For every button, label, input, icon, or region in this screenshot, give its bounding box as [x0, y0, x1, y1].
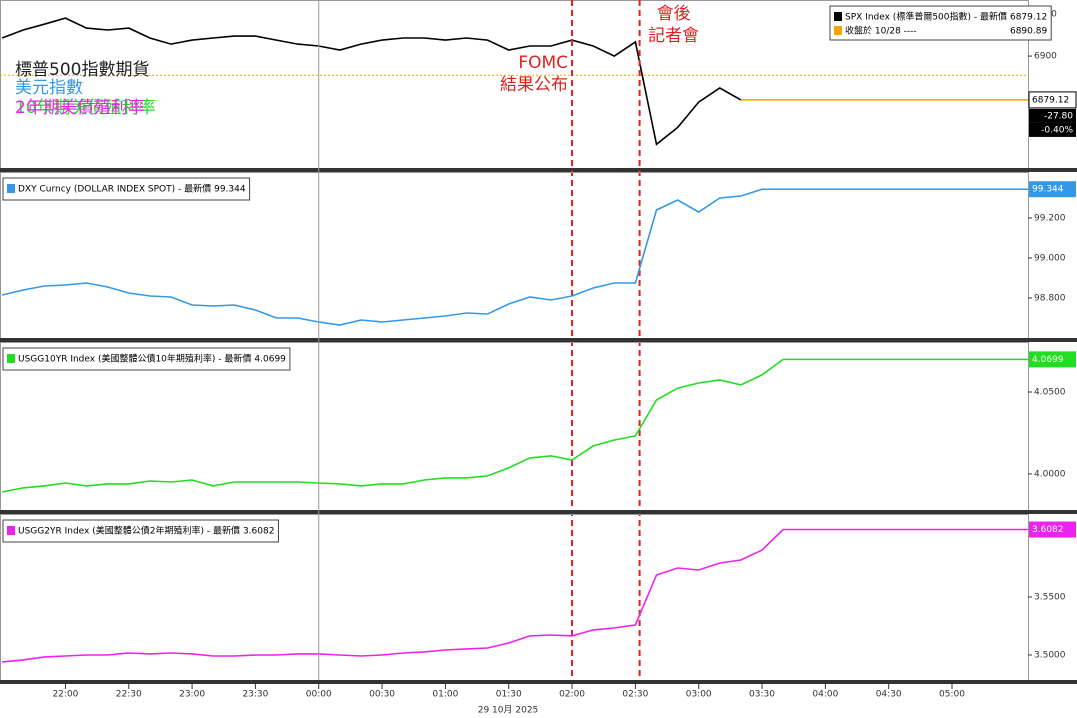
panel-separator [0, 680, 1077, 684]
x-tick-label: 23:00 [179, 690, 205, 700]
legend-name: DXY Curncy (DOLLAR INDEX SPOT) - 最新價 [18, 183, 211, 195]
y-tick-label: 4.0000 [1034, 469, 1066, 479]
value-tag: 3.6082 [1032, 525, 1064, 535]
annotation: 記者會 [648, 26, 699, 46]
legend: USGG2YR Index (美國整體公債2年期殖利率) - 最新價 3.6082 [2, 519, 279, 543]
x-tick-label: 03:30 [749, 690, 775, 700]
series-line [1, 17, 742, 146]
value-tag-box [1029, 351, 1076, 368]
y-tick-label: 3.5500 [1034, 593, 1066, 603]
value-tag-box [1029, 181, 1076, 198]
panel-label: 美元指數 [15, 78, 83, 98]
legend-box [2, 177, 251, 201]
panel-separator [0, 510, 1077, 514]
annotation: FOMC [518, 53, 568, 73]
value-tag-box [1029, 521, 1076, 538]
legend-name: USGG10YR Index (美國整體公債10年期殖利率) - 最新價 [18, 353, 251, 365]
legend-name: 收盤於 10/28 ---- [845, 25, 917, 37]
x-tick-label: 01:30 [496, 690, 522, 700]
x-tick-label: 22:00 [52, 690, 78, 700]
legend-swatch [7, 526, 15, 535]
value-tag: 6879.12 [1032, 95, 1069, 105]
series-line [1, 358, 784, 493]
x-tick-label: 04:30 [876, 690, 902, 700]
x-tick-label: 05:00 [939, 690, 965, 700]
annotation: 結果公布 [500, 75, 568, 95]
y-tick-label: 4.0500 [1034, 387, 1066, 397]
x-tick-label: 00:00 [306, 690, 332, 700]
x-tick-label: 03:00 [686, 690, 712, 700]
value-tag-box [1028, 91, 1077, 109]
x-tick-label: 01:00 [432, 690, 458, 700]
panel-label: 2年期美債殖利率 [15, 98, 145, 118]
annotation: 會後 [657, 4, 691, 24]
y-tick-label: 6900 [1034, 52, 1057, 62]
legend-name: USGG2YR Index (美國整體公債2年期殖利率) - 最新價 [18, 525, 240, 537]
legend-swatch [834, 12, 842, 21]
legend-value: 3.6082 [243, 527, 275, 537]
x-tick-label: 22:30 [116, 690, 142, 700]
legend-value: 99.344 [214, 185, 246, 195]
y-tick-label: 98.800 [1034, 294, 1066, 304]
legend-value: 4.0699 [254, 355, 286, 365]
legend-box [829, 5, 1052, 41]
panel-label: 10年期美債殖利率 [15, 98, 156, 118]
x-tick-label: 23:30 [242, 690, 268, 700]
legend: DXY Curncy (DOLLAR INDEX SPOT) - 最新價 99.3… [2, 177, 251, 201]
legend-box [2, 519, 279, 543]
legend-swatch [7, 354, 15, 363]
change-tag: -27.80 [1044, 111, 1073, 121]
legend: SPX Index (標準普爾500指數) - 最新價 6879.12 收盤於 10… [829, 5, 1052, 41]
series-line [1, 188, 763, 326]
value-tag: 4.0699 [1032, 355, 1064, 365]
y-tick-label: 99.000 [1034, 254, 1066, 264]
change-tag: -0.40% [1041, 125, 1073, 135]
value-tag: 99.344 [1032, 185, 1064, 195]
legend-name: SPX Index (標準普爾500指數) - 最新價 [845, 11, 1007, 23]
legend-swatch [834, 26, 842, 35]
panel-separator [0, 338, 1077, 342]
y-tick-label: 3.5000 [1034, 650, 1066, 660]
x-tick-label: 04:00 [812, 690, 838, 700]
series-line [2, 528, 784, 663]
x-tick-label: 02:00 [559, 690, 585, 700]
x-tick-label: 02:30 [622, 690, 648, 700]
y-tick-label: 99.200 [1034, 214, 1066, 224]
legend-value: 6890.89 [1010, 27, 1047, 37]
panel-separator [0, 168, 1077, 172]
panel-label: 標普500指數期貨 [15, 60, 149, 80]
legend: USGG10YR Index (美國整體公債10年期殖利率) - 最新價 4.06… [2, 347, 291, 371]
x-tick-label: 00:30 [369, 690, 395, 700]
change-tag-box [1029, 122, 1076, 137]
legend-swatch [7, 184, 15, 193]
change-tag-box [1029, 108, 1076, 123]
x-date-label: 29 10月 2025 [478, 705, 539, 716]
legend-value: 6879.12 [1010, 13, 1047, 23]
legend-box [2, 347, 291, 371]
